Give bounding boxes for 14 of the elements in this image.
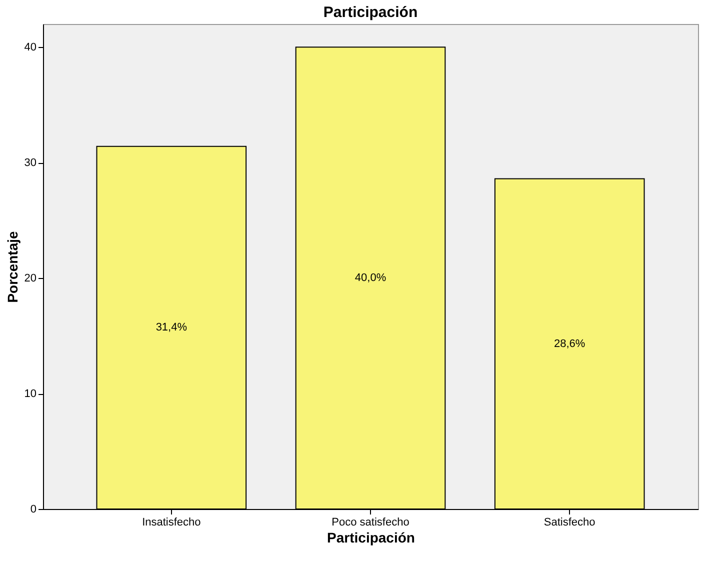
y-tick-label: 20: [24, 272, 36, 285]
y-tick-label: 40: [24, 42, 36, 54]
x-tick-label: Poco satisfecho: [332, 516, 410, 528]
data-label: 31,4%: [156, 322, 188, 334]
y-tick-label: 30: [24, 157, 36, 170]
x-tick-label: Insatisfecho: [142, 516, 201, 528]
y-axis-title: Porcentaje: [4, 230, 20, 303]
y-tick-label: 0: [30, 504, 36, 516]
data-label: 40,0%: [354, 272, 386, 284]
x-axis-title: Participación: [327, 530, 415, 546]
data-label: 28,6%: [554, 338, 586, 350]
y-tick-label: 10: [24, 388, 36, 400]
x-tick-label: Satisfecho: [544, 516, 596, 528]
chart-title: Participación: [323, 4, 418, 21]
